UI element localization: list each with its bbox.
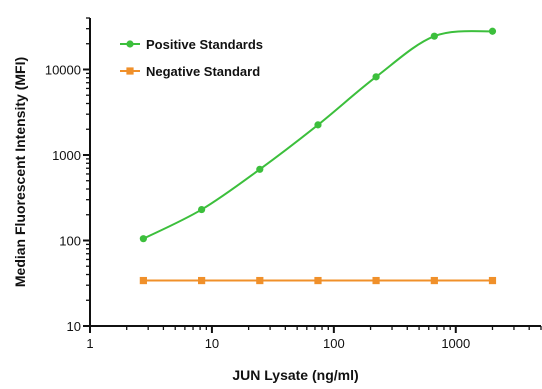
- data-point: [256, 276, 264, 285]
- y-tick-label: 10000: [45, 62, 81, 77]
- legend-item: Negative Standard: [120, 64, 260, 79]
- x-tick-label: 1: [86, 336, 93, 351]
- data-point: [488, 27, 497, 35]
- series-1: [139, 27, 497, 243]
- x-tick-label: 1000: [441, 336, 470, 351]
- data-point: [430, 32, 438, 40]
- data-point: [372, 276, 380, 285]
- data-point: [372, 73, 380, 81]
- data-point: [488, 276, 497, 285]
- x-tick-label: 10: [205, 336, 219, 351]
- series-layer: [139, 27, 497, 285]
- data-point: [314, 121, 322, 129]
- y-tick-label: 100: [59, 233, 81, 248]
- axes: 1 10 100 1000 10 100 1000 10000: [45, 17, 542, 351]
- legend-label: Negative Standard: [146, 64, 260, 79]
- y-axis-title: Median Fluorescent Intensity (MFI): [12, 57, 28, 287]
- data-point: [256, 165, 264, 173]
- series-line: [142, 30, 493, 240]
- data-point: [198, 276, 206, 285]
- legend-item: Positive Standards: [120, 37, 263, 52]
- legend-marker: [126, 40, 134, 48]
- x-tick-label: 100: [323, 336, 345, 351]
- legend-marker: [126, 67, 134, 75]
- x-axis-title: JUN Lysate (ng/ml): [232, 367, 358, 383]
- series-2: [139, 276, 497, 285]
- legend-label: Positive Standards: [146, 37, 263, 52]
- data-point: [139, 235, 147, 243]
- legend: Positive Standards Negative Standard: [120, 37, 263, 79]
- y-tick-label: 1000: [52, 148, 81, 163]
- data-point: [430, 276, 438, 285]
- data-point: [139, 276, 147, 285]
- data-point: [314, 276, 322, 285]
- y-tick-label: 10: [67, 319, 81, 334]
- data-point: [198, 205, 206, 214]
